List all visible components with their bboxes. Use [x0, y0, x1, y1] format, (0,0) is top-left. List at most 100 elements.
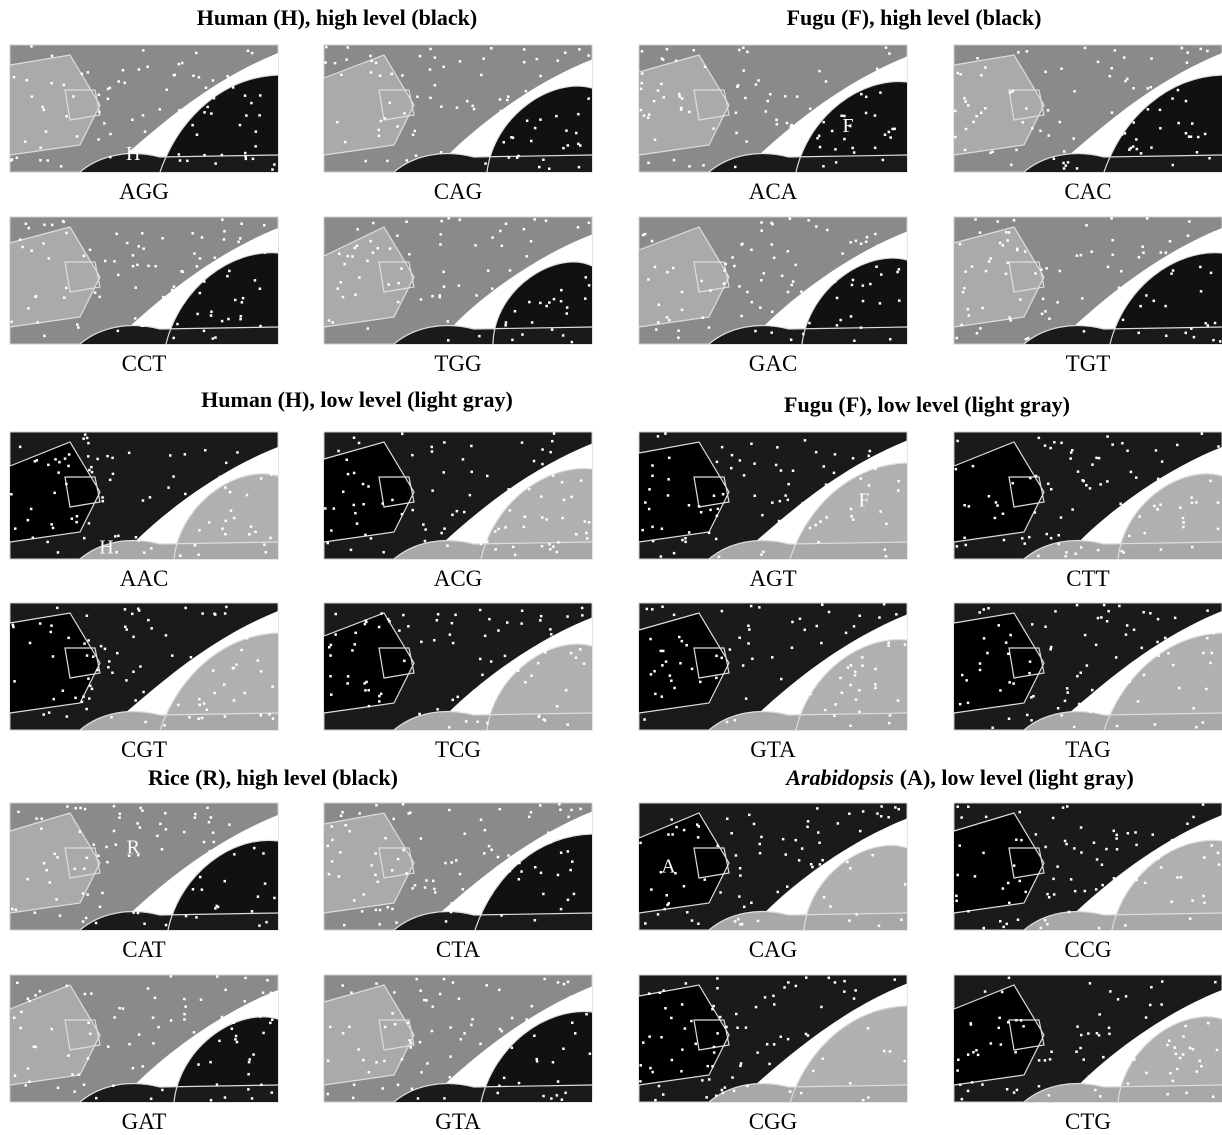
- map-noise: [729, 648, 732, 651]
- map-noise: [1212, 1096, 1215, 1099]
- map-noise: [760, 229, 763, 232]
- map-noise: [769, 93, 772, 96]
- map-noise: [1087, 1032, 1090, 1035]
- map-noise: [557, 874, 560, 877]
- map-noise: [853, 997, 856, 1000]
- map-noise: [957, 1059, 960, 1062]
- map-noise: [782, 838, 785, 841]
- map-noise: [171, 289, 174, 292]
- map-noise: [273, 243, 276, 246]
- map-noise: [673, 614, 676, 617]
- map-noise: [762, 551, 765, 554]
- map-noise: [534, 919, 537, 922]
- map-noise: [1084, 890, 1087, 893]
- map-label: GAT: [122, 1109, 167, 1134]
- map-noise: [815, 451, 818, 454]
- map-noise: [672, 267, 675, 270]
- map-noise: [444, 862, 447, 865]
- map-noise: [65, 483, 68, 486]
- map-noise: [1049, 447, 1052, 450]
- map-marker: H: [126, 143, 140, 165]
- map-noise: [577, 113, 580, 116]
- map-noise: [203, 154, 206, 157]
- map-noise: [704, 66, 707, 69]
- map-noise: [1103, 604, 1106, 607]
- map-noise: [165, 924, 168, 927]
- map-noise: [346, 682, 349, 685]
- map-noise: [641, 50, 644, 53]
- map-noise: [331, 839, 334, 842]
- map-noise: [753, 823, 756, 826]
- map-noise: [1072, 137, 1075, 140]
- map-noise: [131, 119, 134, 122]
- map: [954, 217, 1222, 344]
- map-noise: [208, 521, 211, 524]
- map-marker: H: [99, 536, 113, 558]
- map-noise: [1142, 864, 1145, 867]
- map-noise: [369, 240, 372, 243]
- map-noise: [666, 904, 669, 907]
- map-noise: [105, 846, 108, 849]
- map-noise: [547, 832, 550, 835]
- map-noise: [136, 822, 139, 825]
- map-noise: [50, 82, 53, 85]
- map-noise: [196, 265, 199, 268]
- map-noise: [796, 95, 799, 98]
- map-noise: [88, 469, 91, 472]
- map-noise: [648, 992, 651, 995]
- map-noise: [85, 708, 88, 711]
- map-noise: [834, 148, 837, 151]
- map-noise: [450, 902, 453, 905]
- map-noise: [16, 157, 19, 160]
- map-noise: [800, 291, 803, 294]
- map-noise: [203, 111, 206, 114]
- map-noise: [510, 1040, 513, 1043]
- map-noise: [525, 1018, 528, 1021]
- map-noise: [469, 494, 472, 497]
- map-noise: [1058, 543, 1061, 546]
- map-noise: [567, 144, 570, 147]
- map-noise: [486, 722, 489, 725]
- map-noise: [499, 98, 502, 101]
- map-noise: [849, 867, 852, 870]
- map-noise: [43, 713, 46, 716]
- map-noise: [897, 480, 900, 483]
- map-noise: [328, 873, 331, 876]
- map-noise: [654, 1099, 657, 1102]
- map-noise: [681, 309, 684, 312]
- map-noise: [425, 879, 428, 882]
- map-noise: [756, 1051, 759, 1054]
- panel-title: Human (H), high level (black): [197, 5, 478, 30]
- map-noise: [1205, 322, 1208, 325]
- map-noise: [660, 650, 663, 653]
- map-noise: [1150, 86, 1153, 89]
- map-noise: [818, 70, 821, 73]
- map-noise: [553, 432, 556, 435]
- map-noise: [83, 642, 86, 645]
- map-noise: [579, 648, 582, 651]
- map-noise: [548, 168, 551, 171]
- map-noise: [372, 251, 375, 254]
- map-noise: [773, 1043, 776, 1046]
- map-noise: [134, 317, 137, 320]
- map-noise: [819, 117, 822, 120]
- map-noise: [851, 147, 854, 150]
- map-noise: [1060, 714, 1063, 717]
- map-noise: [523, 228, 526, 231]
- map-noise: [1190, 496, 1193, 499]
- map-noise: [362, 1059, 365, 1062]
- map-noise: [837, 822, 840, 825]
- map-noise: [1022, 1025, 1025, 1028]
- map-noise: [77, 1074, 80, 1077]
- map-noise: [1083, 1058, 1086, 1061]
- map-noise: [51, 224, 54, 227]
- map-noise: [816, 137, 819, 140]
- map-noise: [176, 323, 179, 326]
- map-noise: [102, 500, 105, 503]
- map-noise: [1024, 542, 1027, 545]
- map-noise: [165, 828, 168, 831]
- map-noise: [583, 255, 586, 258]
- map-noise: [766, 1043, 769, 1046]
- map-noise: [1160, 866, 1163, 869]
- map-noise: [13, 76, 16, 79]
